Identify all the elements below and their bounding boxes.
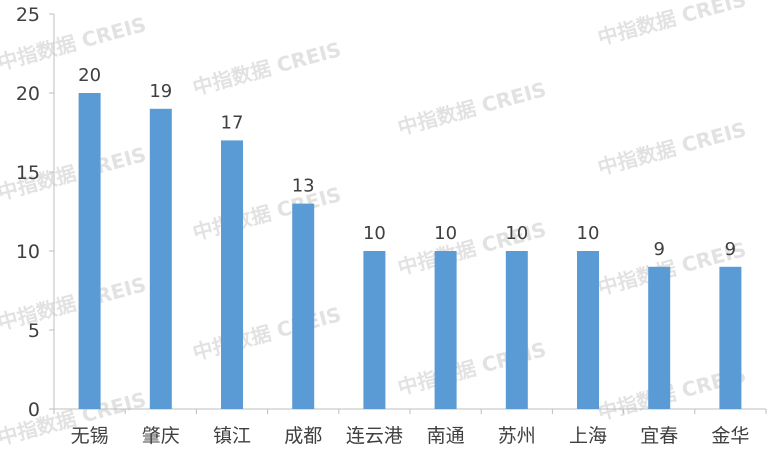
x-tick-label: 上海: [569, 425, 607, 447]
bar: [78, 93, 101, 409]
x-tick-label: 无锡: [71, 425, 109, 447]
data-label: 9: [725, 239, 736, 260]
bars: [78, 93, 742, 410]
bar: [221, 140, 243, 409]
data-label: 17: [221, 112, 244, 133]
data-label: 19: [149, 81, 172, 102]
y-tick-label: 25: [16, 4, 40, 26]
x-tick-label: 连云港: [346, 425, 403, 447]
watermark-text: 中指数据 CREIS: [595, 117, 749, 180]
watermark-text: 中指数据 CREIS: [190, 302, 344, 365]
data-label: 10: [434, 223, 457, 244]
bar: [719, 266, 742, 409]
data-labels: 20 无锡 19 肇庆 17 镇江 13 成都 10 连云港 10 南通 10 苏州 10 上海 9 宜春 9 金华: [71, 65, 750, 447]
watermark-text: 中指数据 CREIS: [395, 77, 549, 140]
x-tick-label: 苏州: [498, 425, 536, 447]
bar: [505, 251, 528, 409]
x-tick-label: 金华: [711, 425, 749, 447]
watermark-text: 中指数据 CREIS: [595, 0, 749, 50]
y-tick-label: 10: [16, 241, 40, 263]
bar: [292, 203, 315, 409]
bar: [648, 266, 671, 409]
bar: [577, 251, 599, 409]
y-tick-label: 5: [28, 320, 40, 342]
watermark-text: 中指数据 CREIS: [0, 272, 149, 335]
data-label: 10: [577, 223, 600, 244]
y-tick-label: 20: [16, 83, 40, 105]
data-label: 10: [363, 223, 386, 244]
x-tick-label: 南通: [427, 425, 465, 447]
y-tick-label: 0: [28, 399, 40, 421]
watermark-text: 中指数据 CREIS: [190, 37, 344, 100]
bar: [149, 108, 172, 410]
x-tick-label: 肇庆: [142, 425, 180, 447]
x-tick-label: 成都: [284, 425, 322, 447]
x-tick-label: 宜春: [640, 425, 678, 447]
x-tick-label: 镇江: [213, 425, 251, 447]
bar: [363, 251, 386, 409]
axes: 0 5 10 15 20 25: [16, 4, 767, 421]
data-label: 10: [505, 223, 528, 244]
data-label: 20: [78, 65, 101, 86]
data-label: 13: [292, 176, 315, 197]
watermark-text: 中指数据 CREIS: [190, 182, 344, 245]
y-tick-label: 15: [16, 162, 40, 184]
data-label: 9: [653, 239, 664, 260]
bar: [434, 251, 457, 409]
